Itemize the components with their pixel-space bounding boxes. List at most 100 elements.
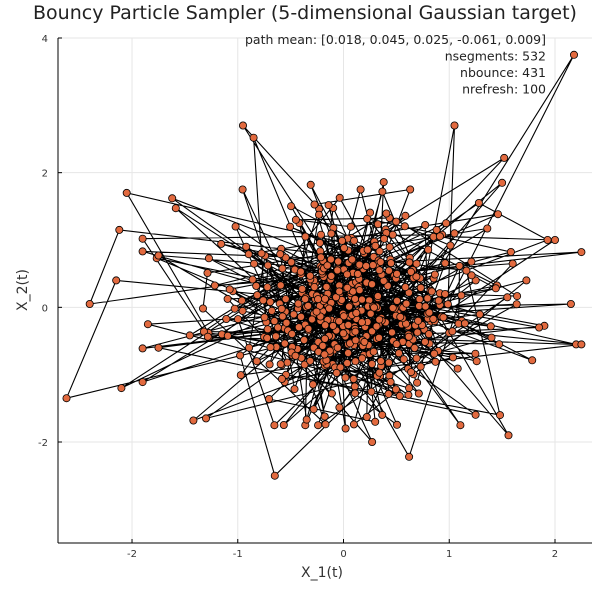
data-point	[310, 200, 319, 209]
data-point	[379, 178, 388, 187]
data-point	[345, 302, 354, 311]
data-point	[304, 301, 313, 310]
data-point	[322, 282, 331, 291]
data-point	[335, 193, 344, 202]
data-point	[391, 385, 400, 394]
data-point	[371, 241, 380, 250]
data-point	[395, 391, 404, 400]
data-point	[263, 261, 272, 270]
data-point	[368, 437, 377, 446]
data-point	[320, 350, 329, 359]
data-point	[117, 384, 126, 393]
data-point	[439, 313, 448, 322]
data-point	[467, 257, 476, 266]
data-point	[334, 257, 343, 266]
data-point	[396, 312, 405, 321]
data-point	[388, 303, 397, 312]
data-point	[570, 50, 579, 59]
data-point	[375, 247, 384, 256]
data-point	[260, 313, 269, 322]
data-point	[154, 343, 163, 352]
data-point	[328, 321, 337, 330]
data-point	[384, 389, 393, 398]
data-point	[551, 235, 560, 244]
data-point	[326, 255, 335, 264]
data-point	[450, 121, 459, 130]
data-point	[300, 335, 309, 344]
data-point	[339, 312, 348, 321]
annotation-text: path mean: [0.018, 0.045, 0.025, -0.061,…	[245, 32, 546, 47]
data-point	[223, 331, 232, 340]
data-point	[430, 349, 439, 358]
data-point	[343, 283, 352, 292]
data-point	[115, 225, 124, 234]
data-point	[368, 327, 377, 336]
data-point	[85, 299, 94, 308]
data-point	[456, 421, 465, 430]
x-axis-label: X_1(t)	[301, 565, 343, 581]
data-point	[406, 267, 415, 276]
data-point	[333, 266, 342, 275]
data-point	[353, 269, 362, 278]
data-point	[236, 351, 245, 360]
data-point	[138, 234, 147, 243]
data-point	[301, 295, 310, 304]
data-point	[263, 333, 272, 342]
data-point	[276, 360, 285, 369]
data-point	[279, 420, 288, 429]
data-point	[253, 291, 262, 300]
data-point	[414, 316, 423, 325]
data-point	[310, 282, 319, 291]
data-point	[231, 222, 240, 231]
data-point	[427, 287, 436, 296]
data-point	[432, 225, 441, 234]
y-tick-label: 2	[42, 169, 48, 180]
data-point	[250, 259, 259, 268]
data-point	[387, 328, 396, 337]
data-point	[566, 299, 575, 308]
data-point	[460, 319, 469, 328]
data-point	[375, 315, 384, 324]
data-point	[400, 222, 409, 231]
data-point	[343, 270, 352, 279]
data-point	[404, 288, 413, 297]
data-point	[309, 405, 318, 414]
data-point	[320, 334, 329, 343]
data-point	[388, 230, 397, 239]
data-point	[355, 286, 364, 295]
data-point	[424, 245, 433, 254]
data-point	[410, 343, 419, 352]
data-point	[290, 385, 299, 394]
data-point	[287, 329, 296, 338]
data-point	[577, 248, 586, 257]
y-tick-label: -2	[38, 438, 48, 449]
data-point	[380, 234, 389, 243]
data-point	[204, 254, 213, 263]
data-point	[373, 220, 382, 229]
data-point	[280, 339, 289, 348]
data-point	[316, 253, 325, 262]
data-point	[306, 356, 315, 365]
data-point	[333, 343, 342, 352]
data-point	[362, 261, 371, 270]
data-point	[298, 284, 307, 293]
data-point	[324, 201, 333, 210]
data-point	[413, 378, 422, 387]
data-point	[421, 302, 430, 311]
data-point	[171, 204, 180, 213]
data-point	[276, 281, 285, 290]
data-point	[412, 272, 421, 281]
data-point	[308, 380, 317, 389]
data-point	[198, 304, 207, 313]
data-point	[351, 327, 360, 336]
data-point	[360, 337, 369, 346]
data-point	[357, 318, 366, 327]
data-point	[471, 276, 480, 285]
data-point	[327, 271, 336, 280]
data-point	[471, 349, 480, 358]
data-point	[374, 333, 383, 342]
data-point	[429, 314, 438, 323]
data-point	[245, 343, 254, 352]
data-point	[344, 320, 353, 329]
data-point	[441, 289, 450, 298]
